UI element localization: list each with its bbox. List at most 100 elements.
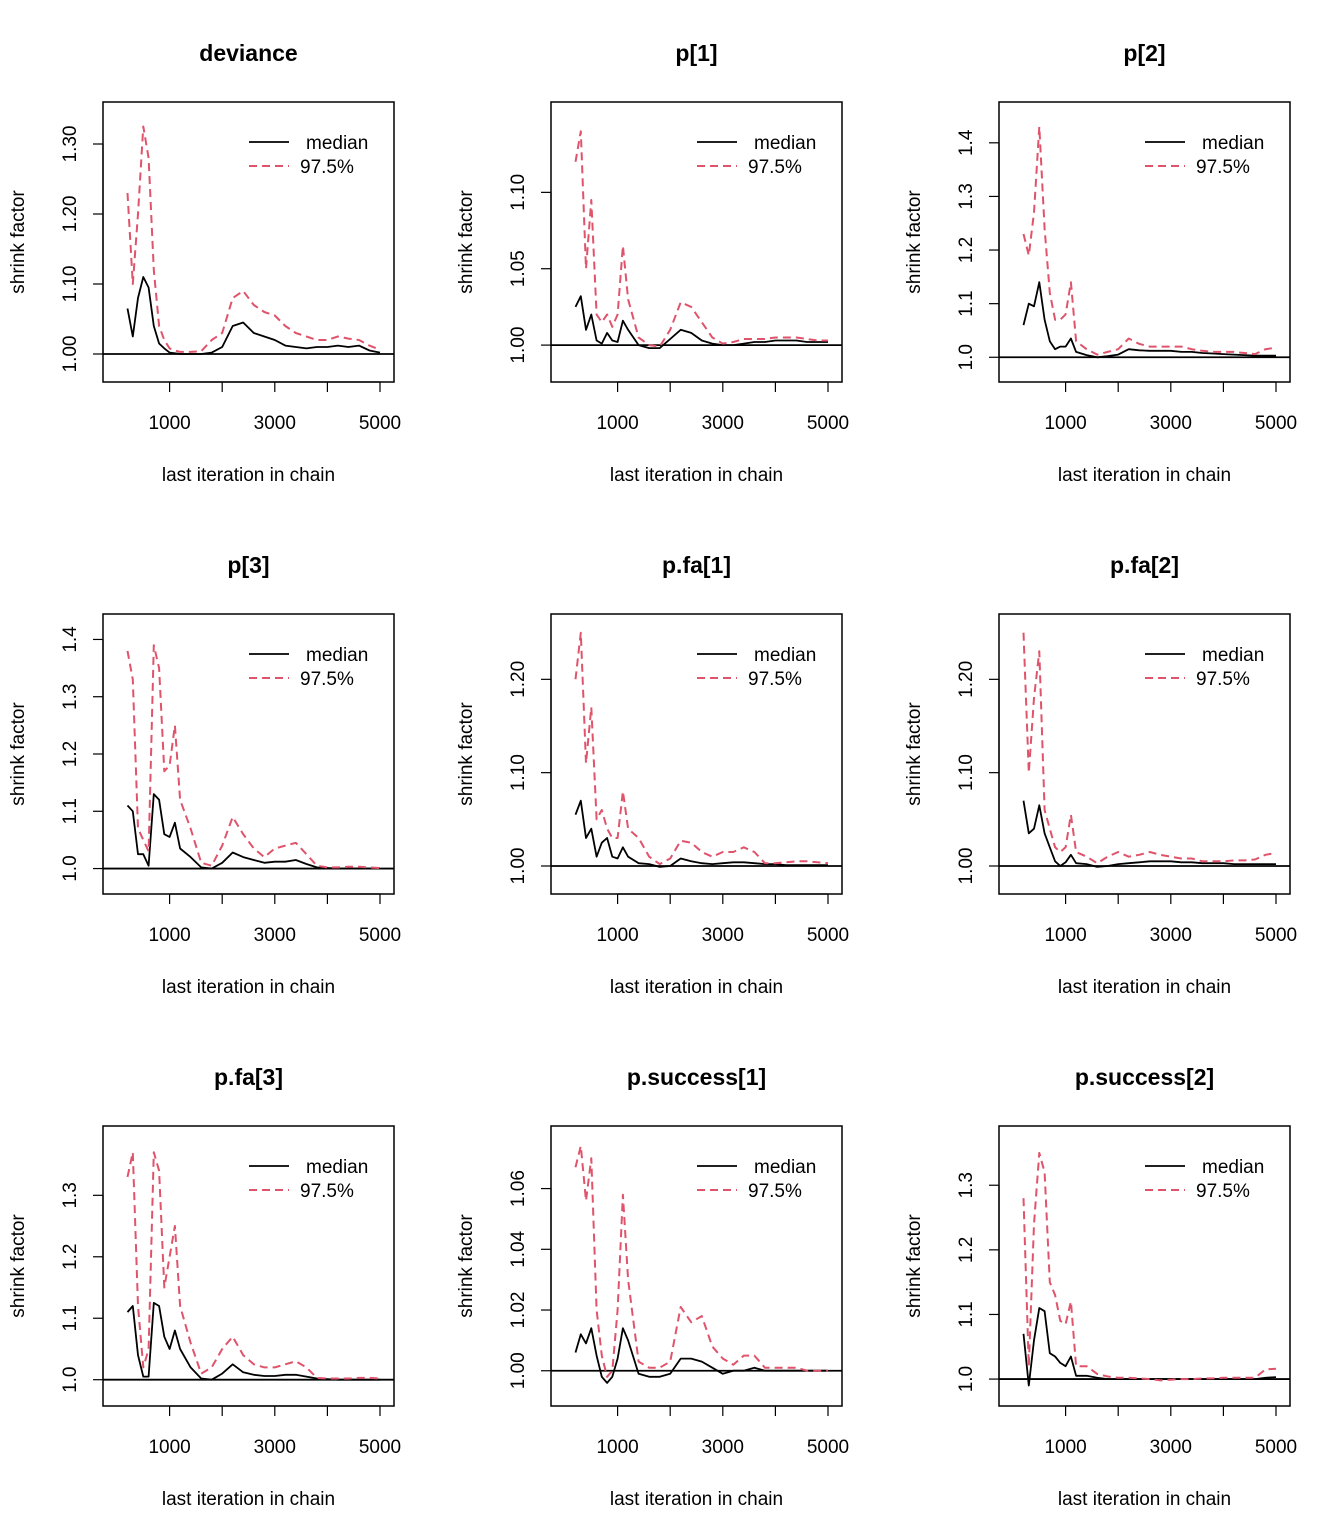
- x-axis-label: last iteration in chain: [162, 977, 335, 998]
- chart-title: p.fa[1]: [662, 552, 731, 578]
- y-axis-label: shrink factor: [456, 190, 477, 294]
- legend-label-q975: 97.5%: [748, 1181, 802, 1202]
- x-tick-label: 5000: [1255, 1437, 1297, 1458]
- x-axis: 1000 3000 5000 last iteration in chain: [148, 381, 401, 486]
- x-axis-label: last iteration in chain: [162, 1489, 335, 1510]
- x-tick-label: 5000: [807, 413, 849, 434]
- x-tick-label: 1000: [148, 925, 190, 946]
- x-tick-label: 1000: [1044, 413, 1086, 434]
- y-tick-label: 1.04: [508, 1230, 529, 1267]
- x-tick-label: 1000: [596, 925, 638, 946]
- y-tick-label: 1.2: [60, 741, 81, 767]
- x-tick-label: 1000: [596, 1437, 638, 1458]
- x-tick-label: 1000: [148, 1437, 190, 1458]
- legend-label-median: median: [1202, 1157, 1264, 1178]
- y-tick-label: 1.0: [956, 344, 977, 370]
- x-axis: 1000 3000 5000 last iteration in chain: [596, 381, 849, 486]
- y-axis-label: shrink factor: [8, 190, 29, 294]
- x-axis: 1000 3000 5000 last iteration in chain: [1044, 381, 1297, 486]
- series-line-q975: [126, 1151, 381, 1380]
- chart-title: p[2]: [1123, 40, 1165, 66]
- x-tick-label: 3000: [254, 1437, 296, 1458]
- x-tick-label: 3000: [1150, 413, 1192, 434]
- y-axis: 1.0 1.1 1.2 1.3 shrink factor: [8, 1182, 104, 1393]
- series-line-median: [126, 793, 380, 870]
- y-tick-label: 1.00: [508, 848, 529, 885]
- x-axis-label: last iteration in chain: [610, 1489, 783, 1510]
- series-line-median: [574, 1327, 828, 1384]
- y-axis: 1.00 1.10 1.20 1.30 shrink factor: [8, 126, 104, 372]
- chart-title: deviance: [199, 40, 297, 66]
- legend-label-q975: 97.5%: [1196, 157, 1250, 178]
- y-axis: 1.00 1.10 1.20 shrink factor: [904, 661, 1000, 885]
- series-line-q975: [1022, 632, 1277, 865]
- y-axis: 1.0 1.1 1.2 1.3 1.4 shrink factor: [8, 626, 104, 882]
- y-tick-label: 1.1: [956, 1301, 977, 1327]
- y-tick-label: 1.2: [956, 1237, 977, 1263]
- y-tick-label: 1.1: [60, 1305, 81, 1331]
- x-tick-label: 5000: [359, 1437, 401, 1458]
- legend: median 97.5%: [249, 645, 368, 690]
- y-axis: 1.0 1.1 1.2 1.3 shrink factor: [904, 1172, 1000, 1392]
- legend-label-median: median: [306, 133, 368, 154]
- legend: median 97.5%: [1145, 133, 1264, 178]
- x-tick-label: 1000: [596, 413, 638, 434]
- chart-title: p.fa[3]: [214, 1064, 283, 1090]
- series-line-median: [574, 295, 828, 350]
- y-tick-label: 1.00: [508, 1352, 529, 1389]
- y-tick-label: 1.00: [956, 848, 977, 885]
- y-axis-label: shrink factor: [456, 1214, 477, 1318]
- y-tick-label: 1.1: [956, 290, 977, 316]
- x-axis-label: last iteration in chain: [610, 465, 783, 486]
- legend-label-q975: 97.5%: [300, 669, 354, 690]
- legend-label-median: median: [1202, 645, 1264, 666]
- x-axis-label: last iteration in chain: [1058, 977, 1231, 998]
- y-axis-label: shrink factor: [456, 702, 477, 806]
- series-line-median: [1022, 1307, 1277, 1387]
- y-tick-label: 1.20: [60, 196, 81, 233]
- x-tick-label: 1000: [1044, 925, 1086, 946]
- y-axis: 1.00 1.02 1.04 1.06 shrink factor: [456, 1170, 552, 1389]
- legend-label-q975: 97.5%: [300, 1181, 354, 1202]
- x-axis: 1000 3000 5000 last iteration in chain: [148, 893, 401, 998]
- legend-label-median: median: [306, 1157, 368, 1178]
- x-axis-label: last iteration in chain: [162, 465, 335, 486]
- y-tick-label: 1.20: [508, 661, 529, 698]
- x-tick-label: 1000: [148, 413, 190, 434]
- x-tick-label: 3000: [254, 413, 296, 434]
- y-tick-label: 1.05: [508, 250, 529, 287]
- x-tick-label: 5000: [807, 1437, 849, 1458]
- y-tick-label: 1.3: [60, 684, 81, 710]
- x-axis: 1000 3000 5000 last iteration in chain: [1044, 1405, 1297, 1510]
- y-tick-label: 1.02: [508, 1292, 529, 1329]
- y-axis-label: shrink factor: [8, 1214, 29, 1318]
- legend-label-median: median: [306, 645, 368, 666]
- x-tick-label: 3000: [254, 925, 296, 946]
- legend-label-median: median: [754, 1157, 816, 1178]
- legend-label-q975: 97.5%: [1196, 1181, 1250, 1202]
- y-tick-label: 1.2: [60, 1244, 81, 1270]
- y-tick-label: 1.3: [60, 1182, 81, 1208]
- chart-panel-8: p.success[1] 1000 3000 5000 last iteration i…: [456, 1064, 849, 1510]
- series-line-q975: [574, 1145, 828, 1378]
- series-line-median: [1022, 281, 1276, 359]
- x-axis: 1000 3000 5000 last iteration in chain: [1044, 893, 1297, 998]
- x-axis: 1000 3000 5000 last iteration in chain: [596, 893, 849, 998]
- legend-label-q975: 97.5%: [748, 157, 802, 178]
- chart-panel-6: p.fa[2] 1000 3000 5000 last iteration in cha…: [904, 552, 1297, 998]
- y-tick-label: 1.3: [956, 1172, 977, 1198]
- x-tick-label: 5000: [807, 925, 849, 946]
- y-axis: 1.0 1.1 1.2 1.3 1.4 shrink factor: [904, 129, 1000, 370]
- series-line-median: [126, 1302, 380, 1381]
- x-tick-label: 1000: [1044, 1437, 1086, 1458]
- legend: median 97.5%: [697, 1157, 816, 1202]
- chart-panel-5: p.fa[1] 1000 3000 5000 last iteration in cha…: [456, 552, 849, 998]
- y-axis-label: shrink factor: [904, 1214, 925, 1318]
- x-tick-label: 5000: [1255, 925, 1297, 946]
- legend-label-q975: 97.5%: [300, 157, 354, 178]
- series-line-q975: [574, 631, 829, 866]
- series-line-q975: [126, 125, 381, 353]
- y-tick-label: 1.4: [956, 129, 977, 156]
